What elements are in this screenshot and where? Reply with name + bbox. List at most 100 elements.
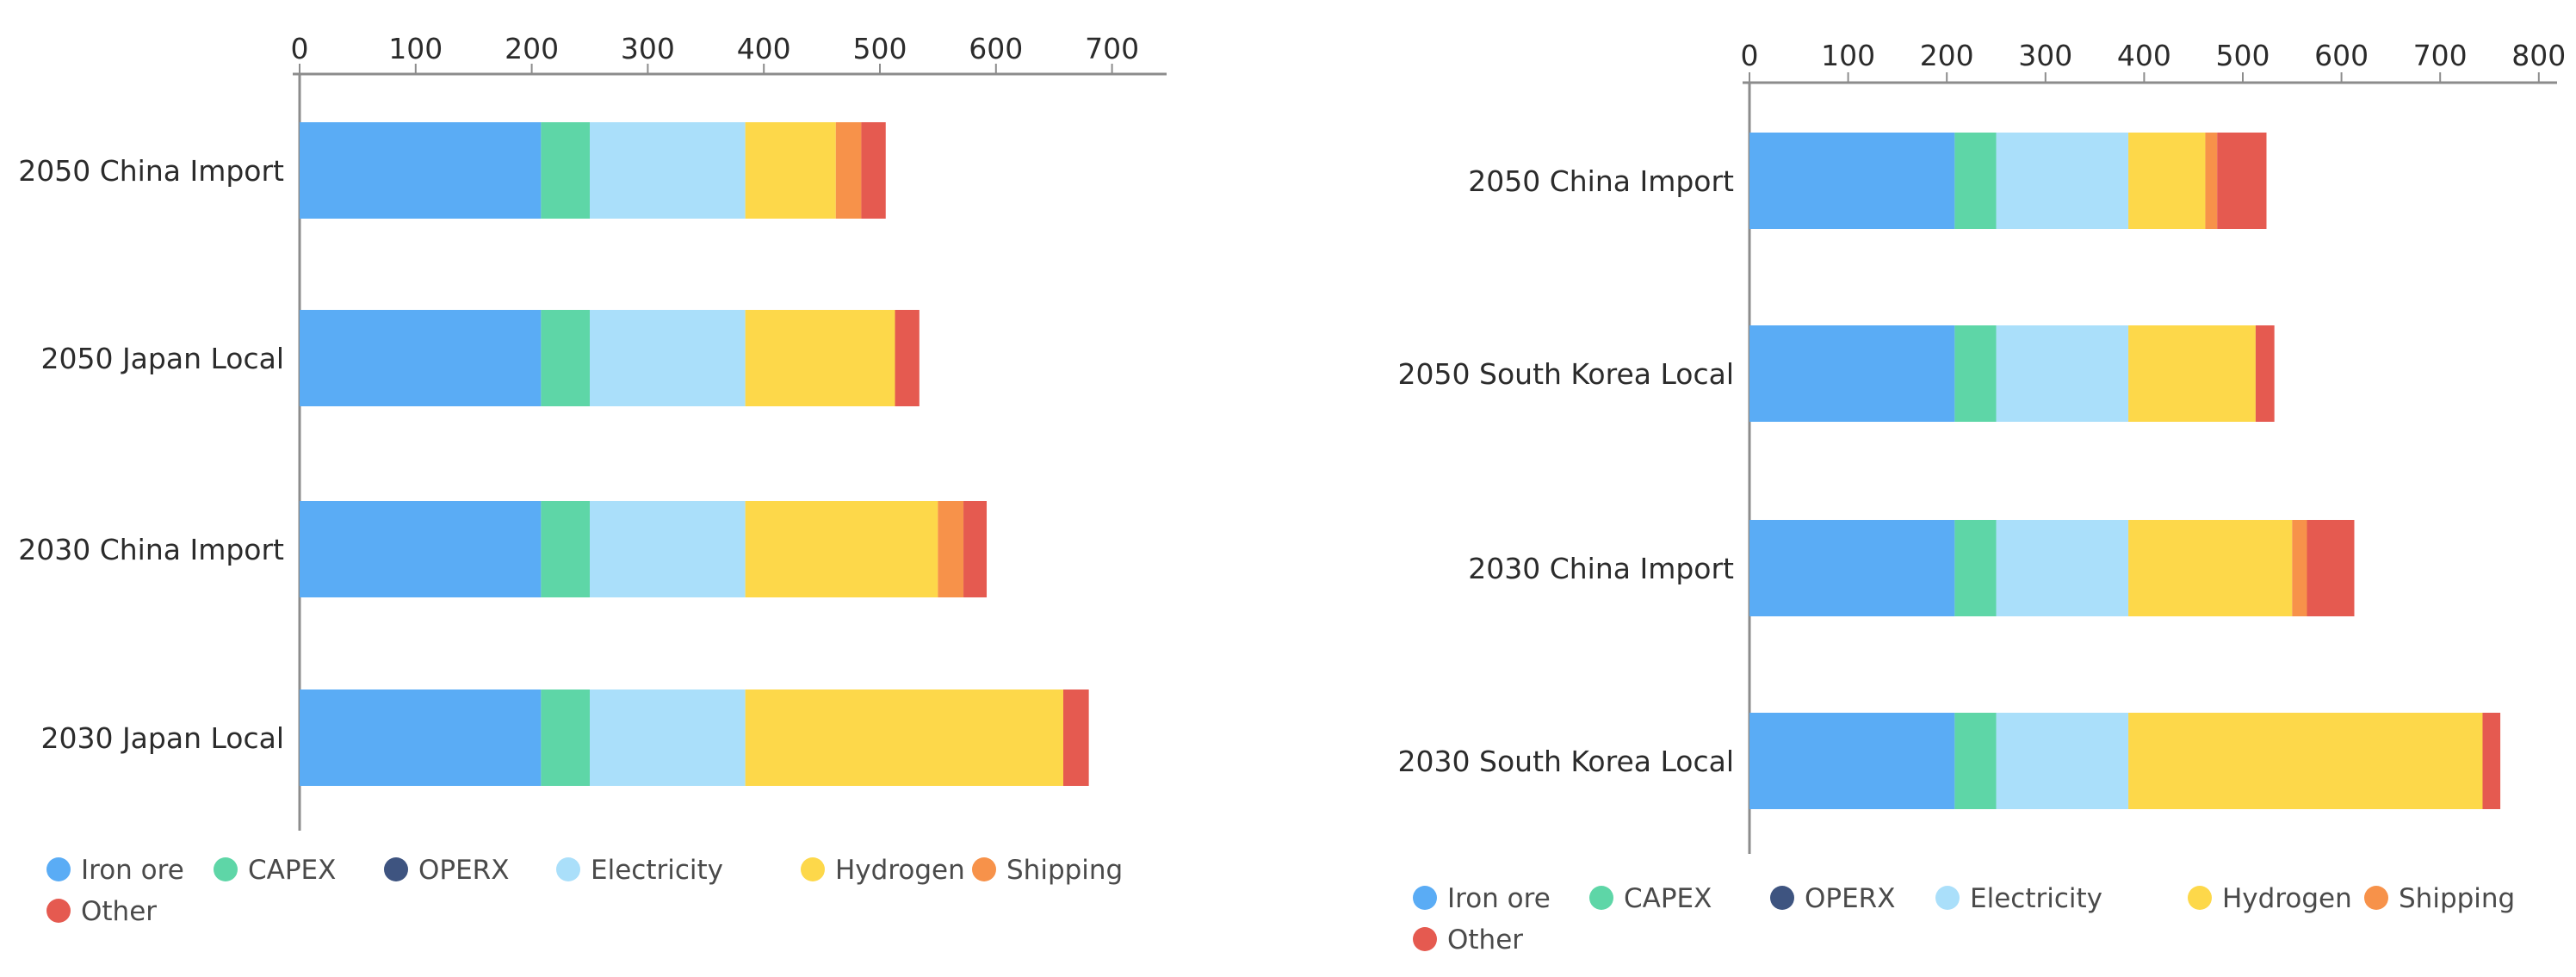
- legend-marker-shipping: [972, 857, 996, 881]
- bar-segment-hydrogen: [745, 501, 938, 597]
- bar-segment-capex: [541, 122, 590, 219]
- x-tick-label: 200: [505, 32, 559, 65]
- bar-segment-electricity: [1996, 713, 2129, 809]
- legend-marker-hydrogen: [801, 857, 825, 881]
- category-label: 2050 China Import: [1468, 164, 1734, 198]
- legend-marker-electricity: [556, 857, 580, 881]
- bar-segment-other: [895, 310, 920, 406]
- legend-label-iron-ore: Iron ore: [1447, 883, 1551, 914]
- x-tick-label: 0: [291, 32, 309, 65]
- legend-label-shipping: Shipping: [2399, 883, 2515, 914]
- x-tick-label: 800: [2511, 39, 2566, 72]
- bar-segment-hydrogen: [745, 689, 1063, 786]
- bar-segment-shipping: [938, 501, 964, 597]
- category-label: 2030 China Import: [1468, 552, 1734, 585]
- chart-panel-left: 0 100 200 300 400 500 600 700 2050 China Import 2…: [18, 32, 1167, 927]
- bar-segment-other: [2307, 520, 2355, 616]
- bar-segment-capex: [541, 310, 590, 406]
- chart-panel-right: 0 100 200 300 400 500 600 700 800 2050 China Impo…: [1398, 39, 2567, 955]
- legend-marker-shipping: [2364, 886, 2388, 910]
- bar-segment-electricity: [1996, 325, 2129, 422]
- legend-marker-other: [1413, 927, 1437, 951]
- x-tick-label: 400: [737, 32, 791, 65]
- legend-marker-capex: [1589, 886, 1613, 910]
- bar-segment-capex: [1954, 520, 1997, 616]
- bar-segment-other: [963, 501, 988, 597]
- category-label: 2030 Japan Local: [40, 721, 284, 755]
- category-label: 2050 Japan Local: [40, 342, 284, 375]
- legend-marker-hydrogen: [2188, 886, 2212, 910]
- x-tick-label: 500: [2216, 39, 2270, 72]
- bar-segment-other: [2255, 325, 2275, 422]
- x-tick-label: 200: [1920, 39, 1974, 72]
- x-tick-label: 700: [1085, 32, 1139, 65]
- x-tick-label: 300: [621, 32, 675, 65]
- legend-label-capex: CAPEX: [248, 855, 336, 886]
- bar-segment-iron-ore: [300, 122, 542, 219]
- bar-segment-hydrogen: [745, 122, 836, 219]
- legend-label-operx: OPERX: [1805, 883, 1895, 914]
- bar-segment-capex: [1954, 133, 1997, 229]
- bar-segment-iron-ore: [1749, 520, 1955, 616]
- bar-segment-electricity: [590, 501, 746, 597]
- bar-segment-iron-ore: [300, 689, 542, 786]
- legend-marker-iron-ore: [46, 857, 71, 881]
- legend-label-operx: OPERX: [418, 855, 509, 886]
- bar-segment-iron-ore: [1749, 713, 1955, 809]
- legend-label-other: Other: [1447, 924, 1523, 955]
- bar-segment-capex: [541, 689, 590, 786]
- bar-segment-electricity: [590, 689, 746, 786]
- bar-segment-iron-ore: [1749, 133, 1955, 229]
- bar-segment-iron-ore: [300, 310, 542, 406]
- x-tick-label: 700: [2413, 39, 2468, 72]
- bar-segment-iron-ore: [1749, 325, 1955, 422]
- legend-marker-electricity: [1935, 886, 1960, 910]
- legend-marker-operx: [384, 857, 408, 881]
- x-tick-label: 500: [853, 32, 907, 65]
- bar-segment-other: [861, 122, 886, 219]
- x-tick-label: 400: [2117, 39, 2171, 72]
- x-tick-label: 600: [2314, 39, 2369, 72]
- bar-segment-hydrogen: [2128, 520, 2293, 616]
- x-tick-label: 600: [969, 32, 1023, 65]
- bar-segment-other: [2482, 713, 2501, 809]
- legend-label-hydrogen: Hydrogen: [2222, 883, 2352, 914]
- legend-label-electricity: Electricity: [591, 855, 723, 886]
- bar-segment-shipping: [835, 122, 862, 219]
- bar-segment-capex: [1954, 713, 1997, 809]
- x-tick-label: 100: [1821, 39, 1875, 72]
- bar-segment-other: [2217, 133, 2267, 229]
- legend-marker-operx: [1770, 886, 1794, 910]
- bar-segment-capex: [541, 501, 590, 597]
- legend-label-capex: CAPEX: [1624, 883, 1712, 914]
- legend-label-hydrogen: Hydrogen: [835, 855, 965, 886]
- bar-segment-iron-ore: [300, 501, 542, 597]
- legend-label-iron-ore: Iron ore: [81, 855, 184, 886]
- x-tick-label: 300: [2018, 39, 2072, 72]
- x-tick-label: 0: [1741, 39, 1759, 72]
- bar-segment-hydrogen: [2128, 133, 2206, 229]
- bar-segment-other: [1062, 689, 1089, 786]
- bar-segment-electricity: [590, 310, 746, 406]
- bar-segment-capex: [1954, 325, 1997, 422]
- bar-segment-hydrogen: [2128, 325, 2256, 422]
- bar-segment-shipping: [2205, 133, 2218, 229]
- bar-segment-hydrogen: [2128, 713, 2483, 809]
- category-label: 2050 South Korea Local: [1398, 357, 1734, 391]
- legend-marker-capex: [214, 857, 238, 881]
- x-tick-label: 100: [388, 32, 443, 65]
- bar-segment-electricity: [1996, 133, 2129, 229]
- bar-segment-electricity: [1996, 520, 2129, 616]
- category-label: 2030 China Import: [18, 533, 284, 566]
- bar-segment-shipping: [2292, 520, 2307, 616]
- bar-segment-electricity: [590, 122, 746, 219]
- category-label: 2030 South Korea Local: [1398, 745, 1734, 778]
- legend-marker-iron-ore: [1413, 886, 1437, 910]
- legend-label-shipping: Shipping: [1006, 855, 1123, 886]
- legend-marker-other: [46, 899, 71, 923]
- category-label: 2050 China Import: [18, 154, 284, 188]
- legend-label-electricity: Electricity: [1970, 883, 2102, 914]
- bar-segment-hydrogen: [745, 310, 895, 406]
- legend-label-other: Other: [81, 896, 157, 927]
